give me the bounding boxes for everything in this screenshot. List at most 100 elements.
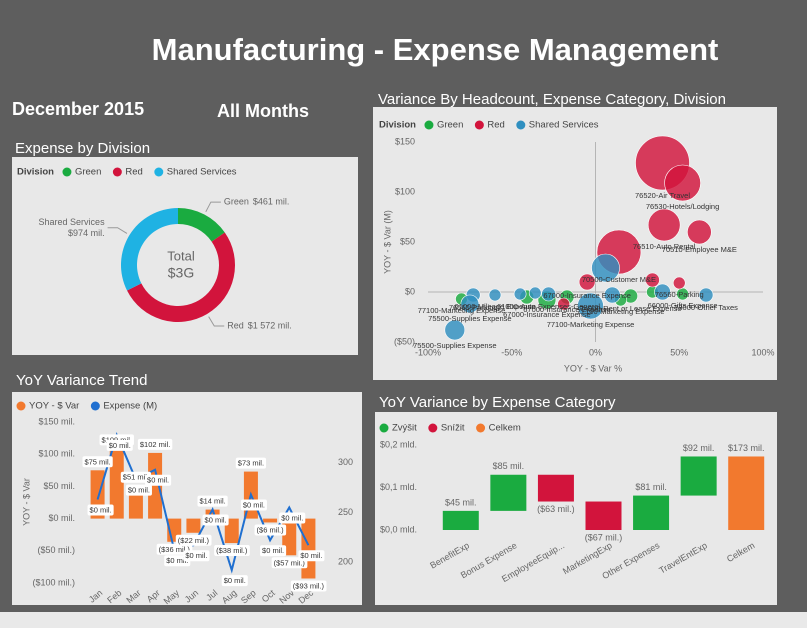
x-tick-label: -50% [501, 347, 522, 357]
label-box [183, 550, 210, 562]
legend-label: Red [125, 167, 142, 178]
x-tick-label: -100% [415, 347, 441, 357]
slice-value: $974 mil. [68, 228, 105, 238]
bubble-label: 66000-Gifts Expense [648, 301, 718, 310]
bubble-label: 77100-Marketing Expense [418, 306, 506, 315]
waterfall-bar [728, 456, 765, 530]
y-tick-label: $0,2 mld. [380, 439, 417, 449]
legend-marker [424, 120, 434, 130]
bubble-label: 76520-Air Travel [635, 191, 690, 200]
bubble [541, 286, 556, 302]
label-box [197, 495, 228, 507]
label-box [221, 575, 248, 587]
legend-marker [16, 401, 26, 411]
data-label: $0 mil. [166, 556, 188, 565]
bubble [664, 164, 701, 202]
bubble [672, 276, 686, 290]
bubble-label: 75500-Supplies Expense [428, 314, 511, 323]
data-label: $75 mil. [84, 457, 110, 466]
label-box [137, 438, 173, 450]
data-label: ($67 mil.) [585, 532, 623, 542]
label-box [120, 471, 152, 483]
legend-label: Shared Services [167, 167, 237, 178]
y-axis-label: YOY - $ Var (M) [382, 210, 392, 274]
legend-label: Snížit [441, 423, 465, 434]
y-tick-label: $0,0 mld. [380, 524, 417, 534]
y-tick-label: $100 [395, 186, 415, 196]
chart-title: YoY Variance by Expense Category [379, 394, 616, 411]
legend-marker [516, 120, 526, 130]
bar [224, 518, 239, 544]
legend-marker [90, 401, 100, 411]
legend-label: Red [487, 120, 504, 131]
donut-slice [127, 232, 235, 322]
label-box [87, 504, 114, 516]
bubble-label: 76530-Hotels/Lodging [646, 202, 719, 211]
bubble [645, 272, 660, 288]
data-label: ($36 mil.) [159, 545, 191, 554]
label-box [260, 545, 287, 557]
legend-label: Green [75, 167, 101, 178]
slice-value: $1 572 mil. [248, 320, 292, 330]
y2-tick-label: 200 [338, 557, 353, 567]
y-tick-label: ($50 mil.) [37, 545, 75, 555]
data-label: $14 mil. [199, 497, 225, 506]
label-box [125, 484, 152, 496]
label-box [82, 456, 113, 468]
slice-name: Red [227, 320, 244, 330]
legend-marker [154, 167, 164, 177]
label-box [235, 457, 267, 469]
bubble [577, 292, 604, 320]
legend-marker [379, 423, 389, 433]
bubble [687, 219, 712, 245]
data-label: $0 mil. [109, 441, 131, 450]
data-label: ($63 mil.) [537, 504, 575, 514]
chart-title: Expense by Division [15, 140, 150, 157]
panel [373, 107, 777, 380]
bubble [488, 288, 502, 302]
data-label: ($38 mil.) [216, 546, 248, 555]
data-label: $102 mil. [140, 440, 170, 449]
label-box [290, 580, 327, 592]
panel [375, 412, 777, 605]
bubble-label: 67000-Insurance Expense [523, 305, 611, 314]
label-box [175, 534, 212, 546]
slice-name: Green [224, 196, 249, 206]
page-title: Manufacturing - Expense Management [152, 32, 719, 67]
bubble-label: 70510-Employee M&E [662, 245, 737, 254]
data-label: $73 mil. [238, 459, 264, 468]
data-label: $0 mil. [128, 486, 150, 495]
data-label: $0 mil. [300, 551, 322, 560]
data-label: $0 mil. [262, 546, 284, 555]
legend-marker [476, 423, 486, 433]
bubble-label: 61000-Mileage Expense [455, 302, 536, 311]
waterfall-bar [585, 501, 622, 530]
bubble-label: 74000-Rent or Lease Expense [580, 304, 682, 313]
period-label: All Months [217, 101, 309, 121]
legend-label: Green [437, 120, 463, 131]
data-label: $173 mil. [728, 443, 765, 453]
chart-title: Variance By Headcount, Expense Category,… [378, 91, 726, 108]
data-label: $51 mil. [123, 473, 149, 482]
center-label: Total [167, 248, 195, 263]
bar [186, 518, 201, 533]
bubble-label: 76560-Parking [655, 290, 704, 299]
bubble-label: 67000-Insurance Expense [543, 291, 631, 300]
bubble [591, 253, 620, 283]
data-label: ($22 mil.) [178, 536, 210, 545]
data-label: $0 mil. [243, 501, 265, 510]
legend-marker [474, 120, 484, 130]
data-label: $0 mil. [147, 476, 169, 485]
waterfall-bar [680, 456, 717, 496]
bubble [654, 283, 671, 301]
label-box [298, 550, 325, 562]
bubble-label: 77100-Marketing Expense [547, 320, 635, 329]
bubble [528, 286, 542, 300]
label-box [271, 557, 308, 569]
y-tick-label: $0 [405, 286, 415, 296]
legend-marker [112, 167, 122, 177]
data-label: $0 mil. [281, 513, 303, 522]
y-tick-label: $50 mil. [43, 481, 75, 491]
